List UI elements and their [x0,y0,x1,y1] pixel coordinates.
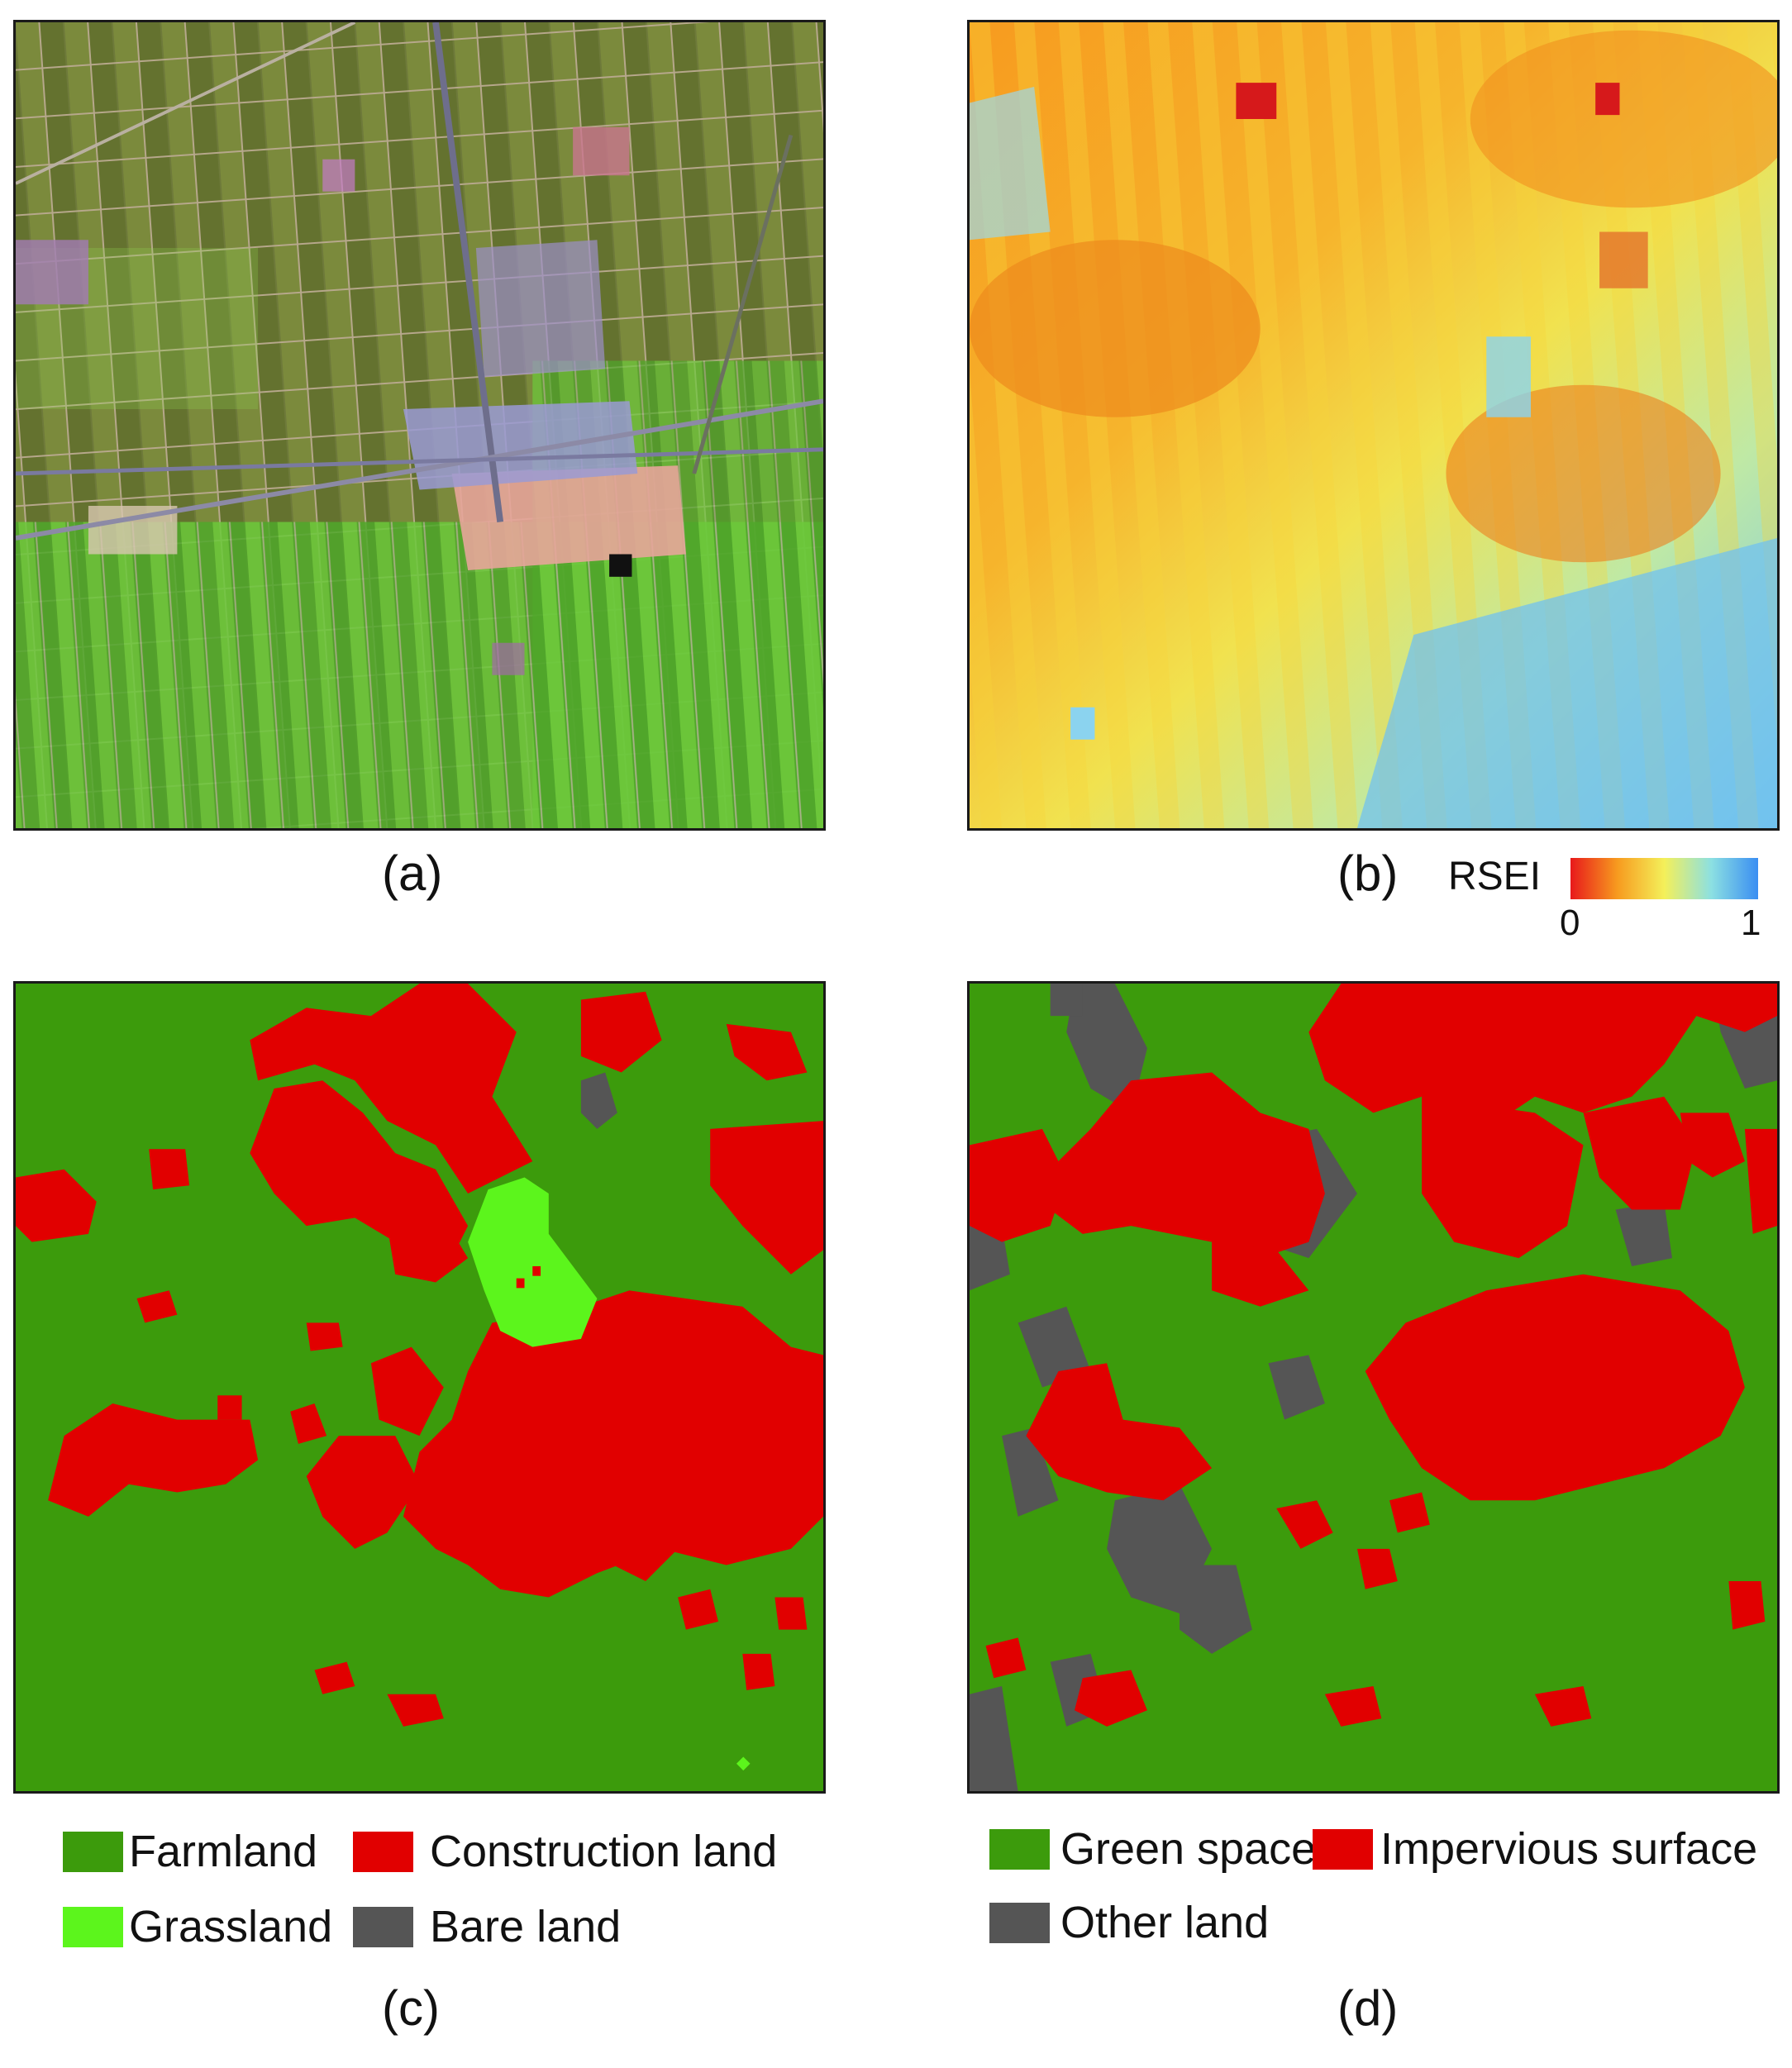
legend-label-impervious-surface: Impervious surface [1380,1824,1758,1874]
panel-a-caption: (a) [382,846,443,901]
rsei-color-bar [1570,858,1758,899]
rsei-min-label: 0 [1560,903,1580,943]
legend-label-other-land: Other land [1060,1898,1270,1947]
rsei-map [970,22,1777,828]
land-cover-map-panel [967,981,1780,1794]
land-use-map [16,984,823,1791]
legend-label-construction-land: Construction land [430,1827,778,1876]
panel-c-caption: (c) [382,1980,440,2036]
legend-label-bare-land: Bare land [430,1902,622,1951]
rsei-legend-title: RSEI [1448,855,1542,898]
legend-swatch-other-land [989,1903,1050,1943]
legend-label-green-space: Green space [1060,1824,1317,1874]
rsei-max-label: 1 [1741,903,1761,943]
legend-swatch-construction-land [353,1832,413,1872]
legend-swatch-grassland [63,1907,123,1947]
legend-swatch-farmland [63,1832,123,1872]
legend-label-grassland: Grassland [129,1902,333,1951]
panel-b-caption: (b) [1337,846,1399,901]
panel-d-caption: (d) [1337,1980,1399,2036]
satellite-image [16,22,823,828]
legend-swatch-impervious-surface [1313,1829,1373,1870]
satellite-image-panel [13,20,826,831]
land-use-map-panel [13,981,826,1794]
legend-label-farmland: Farmland [129,1827,318,1876]
land-cover-map [970,984,1777,1791]
legend-swatch-bare-land [353,1907,413,1947]
rsei-map-panel [967,20,1780,831]
legend-swatch-green-space [989,1829,1050,1870]
